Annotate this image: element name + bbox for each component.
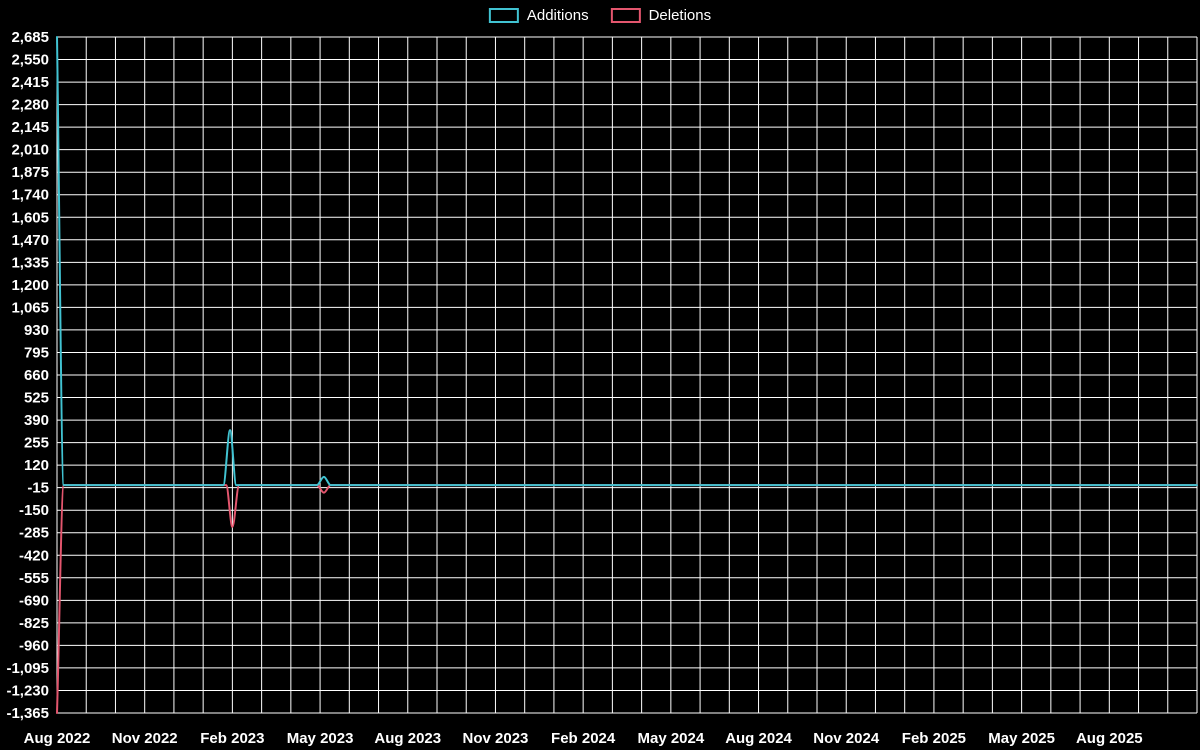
x-axis-tick-label: Feb 2024 [551, 730, 616, 747]
x-axis-tick-label: Feb 2023 [200, 730, 264, 747]
legend-label-additions: Additions [526, 7, 589, 24]
y-axis-tick-label: -285 [19, 525, 49, 542]
y-axis-tick-label: 660 [24, 367, 49, 384]
chart-legend: Additions Deletions [488, 7, 712, 24]
y-axis-tick-label: 930 [24, 322, 49, 339]
y-axis-tick-label: 1,200 [11, 277, 49, 294]
y-axis-tick-label: 255 [24, 435, 49, 452]
legend-swatch-deletions-icon [610, 8, 641, 23]
y-axis-tick-label: 2,550 [11, 52, 49, 69]
x-axis-tick-label: Nov 2024 [813, 730, 880, 747]
y-axis-tick-label: -825 [19, 615, 49, 632]
legend-swatch-additions-icon [488, 8, 519, 23]
y-axis-tick-label: -555 [19, 570, 49, 587]
deletions-line [56, 484, 1198, 714]
y-axis-tick-label: -690 [19, 592, 49, 609]
x-axis-tick-label: May 2025 [988, 730, 1055, 747]
y-axis-tick-label: 2,685 [11, 29, 49, 46]
x-axis-tick-label: May 2024 [637, 730, 704, 747]
x-axis-tick-label: Nov 2022 [112, 730, 178, 747]
y-axis-tick-label: 1,605 [11, 209, 49, 226]
additions-line [56, 36, 1198, 487]
x-axis-tick-label: Nov 2023 [463, 730, 529, 747]
y-axis-tick-label: -1,230 [6, 682, 49, 699]
y-axis-tick-label: -1,365 [6, 705, 49, 722]
y-axis-tick-label: 120 [24, 457, 49, 474]
x-axis-tick-label: Aug 2022 [24, 730, 91, 747]
y-axis-tick-label: 1,335 [11, 254, 49, 271]
y-axis-tick-label: 1,740 [11, 187, 49, 204]
y-axis-tick-label: -150 [19, 502, 49, 519]
legend-label-deletions: Deletions [648, 7, 712, 24]
y-axis-tick-label: -420 [19, 547, 49, 564]
y-axis-tick-label: -1,095 [6, 660, 49, 677]
y-axis-tick-label: 2,010 [11, 142, 49, 159]
y-axis-tick-label: 2,145 [11, 119, 49, 136]
y-axis-tick-label: 390 [24, 412, 49, 429]
y-axis-tick-label: 525 [24, 390, 49, 407]
y-axis-tick-label: 1,065 [11, 299, 49, 316]
y-axis-tick-label: -15 [27, 480, 49, 497]
x-axis-tick-label: Aug 2024 [725, 730, 792, 747]
y-axis-tick-label: 2,415 [11, 74, 49, 91]
x-axis-tick-label: Feb 2025 [902, 730, 966, 747]
legend-item-deletions[interactable]: Deletions [610, 7, 712, 24]
legend-item-additions[interactable]: Additions [488, 7, 589, 24]
y-axis-tick-label: 1,470 [11, 232, 49, 249]
y-axis-tick-label: 2,280 [11, 97, 49, 114]
x-axis-tick-label: Aug 2023 [374, 730, 441, 747]
y-axis-tick-label: 795 [24, 344, 49, 361]
x-axis-tick-label: May 2023 [287, 730, 354, 747]
y-axis-tick-label: 1,875 [11, 164, 49, 181]
x-axis-tick-label: Aug 2025 [1076, 730, 1143, 747]
y-axis-tick-label: -960 [19, 637, 49, 654]
